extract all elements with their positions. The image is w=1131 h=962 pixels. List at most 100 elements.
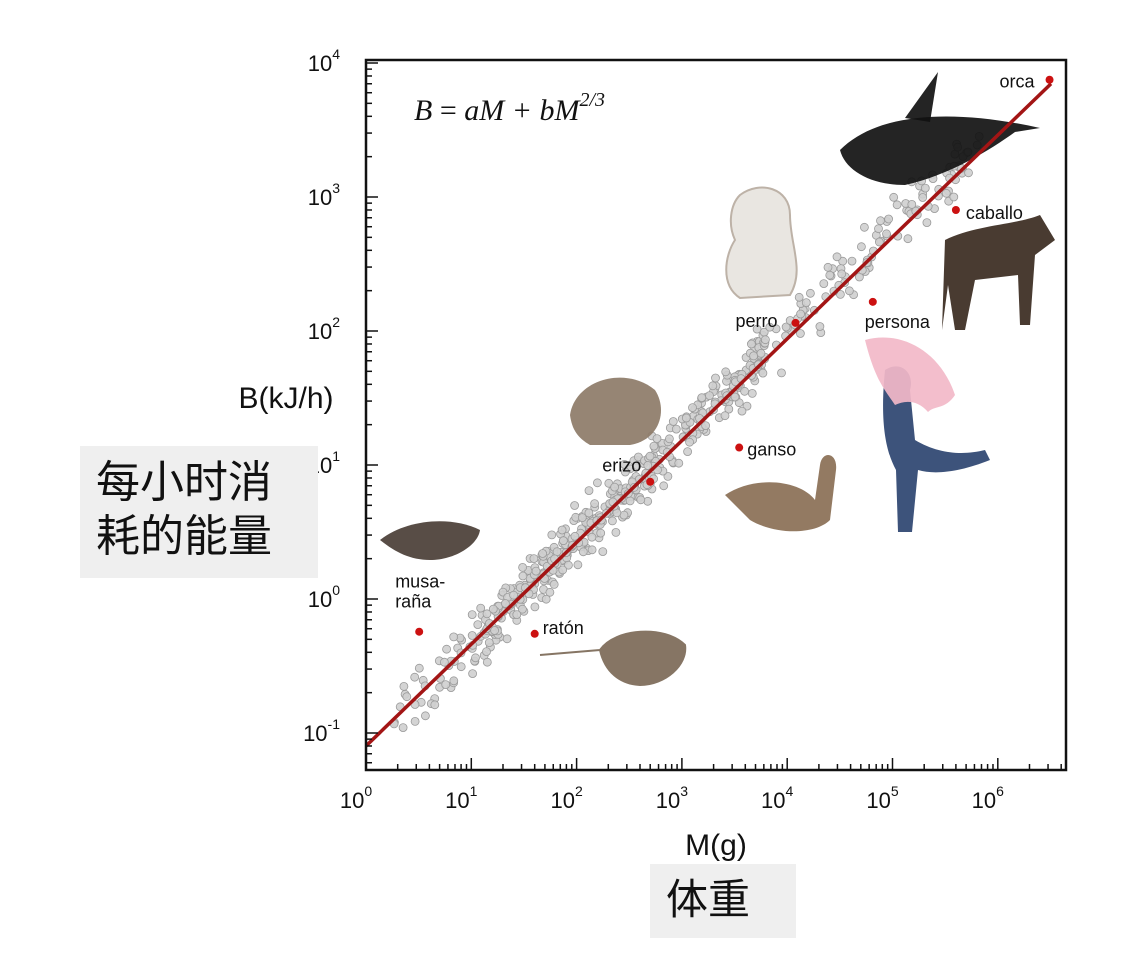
- person-illustration: [883, 366, 990, 532]
- scatter-point: [573, 560, 583, 570]
- scatter-point: [545, 587, 555, 597]
- hedgehog-illustration: [570, 377, 662, 445]
- scatter-point: [688, 403, 697, 413]
- scatter-point: [593, 478, 602, 488]
- point-label: ganso: [747, 440, 796, 460]
- scatter-point: [845, 286, 854, 296]
- highlight-point: [735, 443, 744, 452]
- x-tick-label: 106: [972, 783, 1004, 813]
- scatter-point: [645, 451, 655, 461]
- scatter-point: [907, 199, 917, 209]
- scatter-point: [711, 373, 720, 383]
- mouse-illustration: [539, 630, 687, 687]
- x-tick-label: 102: [550, 783, 582, 813]
- formula-text: B = aM + bM2/3: [414, 89, 605, 127]
- animal-illustrations: [380, 72, 1055, 687]
- fit-line: [366, 82, 1053, 748]
- scatter-point: [806, 288, 815, 298]
- x-axis-title: M(g): [685, 829, 747, 862]
- y-axis-title: B(kJ/h): [238, 382, 333, 415]
- scatter-point: [832, 252, 842, 262]
- point-label: erizo: [602, 456, 641, 476]
- orca-illustration: [840, 116, 1040, 185]
- scatter-point: [587, 545, 597, 555]
- scatter-point: [564, 560, 573, 570]
- scatter-point: [500, 599, 510, 608]
- background-scatter: [389, 131, 984, 732]
- scatter-point: [467, 631, 477, 640]
- scatter-point: [473, 620, 483, 629]
- x-tick-label: 105: [866, 783, 898, 813]
- highlight-point: [530, 629, 539, 638]
- scatter-point: [449, 632, 459, 642]
- scatter-point: [671, 424, 681, 434]
- scatter-point: [442, 644, 452, 654]
- scatter-point: [570, 531, 580, 541]
- scatter-point: [761, 335, 770, 345]
- scatter-point: [892, 200, 902, 210]
- y-axis-chinese-line-1: 每小时消: [96, 457, 272, 508]
- scatter-point: [518, 563, 527, 572]
- scatter-point: [882, 229, 891, 239]
- point-label: musa-raña: [395, 572, 445, 612]
- horse-illustration: [942, 215, 1055, 330]
- scatter-point: [502, 634, 512, 644]
- scatter-point: [837, 269, 847, 279]
- scatter-point: [611, 528, 621, 537]
- highlight-point: [791, 318, 800, 327]
- scatter-point: [903, 234, 913, 244]
- scatter-point: [847, 256, 857, 266]
- x-tick-label: 100: [340, 783, 372, 813]
- y-tick-label: 100: [308, 582, 340, 612]
- scatter-point: [552, 547, 562, 557]
- scatter-point: [964, 168, 973, 178]
- scatter-point: [557, 525, 567, 535]
- scatter-point: [683, 447, 692, 457]
- scatter-point: [701, 421, 710, 431]
- y-tick-label: 104: [308, 46, 340, 76]
- point-label: caballo: [966, 203, 1023, 223]
- scatter-point: [874, 224, 883, 234]
- scatter-point: [643, 461, 653, 470]
- scatter-point: [663, 471, 673, 481]
- scatter-point: [482, 647, 491, 656]
- scatter-point: [484, 638, 494, 647]
- scatter-point: [668, 417, 678, 426]
- scatter-point: [884, 214, 893, 224]
- scatter-point: [825, 270, 835, 280]
- scatter-point: [681, 413, 691, 423]
- scatter-point: [747, 388, 757, 398]
- scatter-point: [610, 482, 619, 492]
- scatter-point: [488, 604, 498, 614]
- scatter-point: [724, 404, 734, 414]
- scatter-point: [482, 609, 492, 619]
- scatter-point: [538, 549, 547, 558]
- scatter-point: [720, 411, 730, 421]
- scatter-point: [570, 501, 579, 510]
- scatter-point: [558, 565, 568, 575]
- scatter-point: [482, 657, 492, 667]
- scatter-point: [467, 610, 477, 619]
- point-label: perro: [736, 311, 778, 331]
- scatter-point: [796, 329, 805, 338]
- scatter-point: [777, 368, 786, 378]
- shrew-illustration: [380, 521, 480, 560]
- scatter-point: [620, 459, 629, 469]
- scatter-point: [531, 566, 541, 576]
- scatter-point: [420, 711, 430, 721]
- scatter-point: [756, 348, 766, 358]
- scatter-point: [876, 216, 885, 226]
- scatter-point: [823, 262, 833, 272]
- scatter-point: [414, 663, 424, 673]
- scatter-point: [410, 672, 420, 682]
- scatter-point: [721, 367, 731, 377]
- scatter-point: [584, 508, 594, 518]
- scatter-point: [518, 571, 528, 581]
- scatter-point: [918, 193, 928, 202]
- scatter-point: [697, 393, 707, 403]
- highlight-point: [951, 205, 960, 214]
- scatter-point: [577, 513, 587, 522]
- scatter-point: [439, 657, 449, 667]
